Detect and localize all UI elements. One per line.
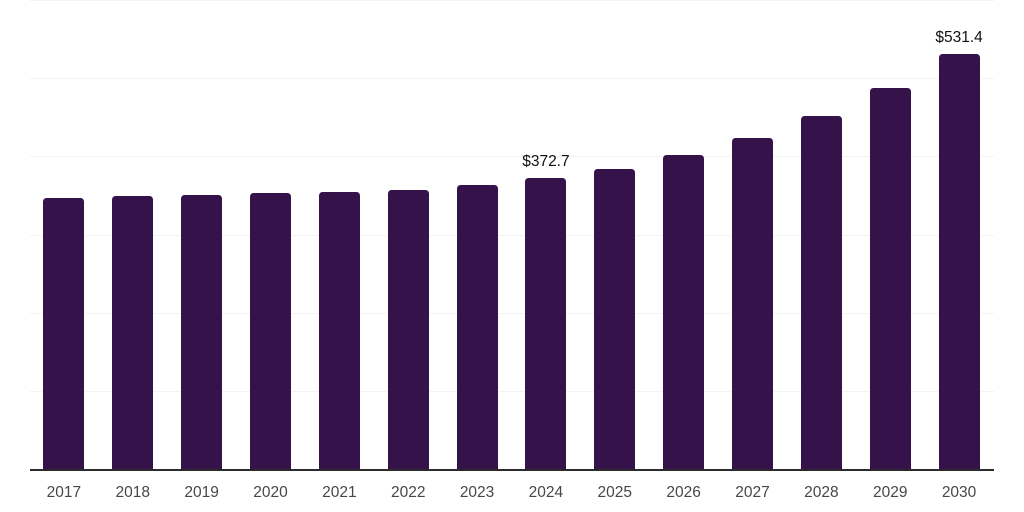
x-axis-label-2024: 2024 xyxy=(528,484,564,501)
gridline-500 xyxy=(29,78,994,80)
value-label-2030: $531.4 xyxy=(935,29,983,47)
x-axis-label-2027: 2027 xyxy=(735,484,770,501)
bar-2030 xyxy=(938,54,980,470)
gridline-100 xyxy=(29,390,994,392)
x-axis-label-2022: 2022 xyxy=(390,484,426,501)
x-axis-label-2029: 2029 xyxy=(872,484,908,501)
bar-2028 xyxy=(800,116,842,470)
bar-2022 xyxy=(387,189,429,470)
bar-2029 xyxy=(869,88,911,470)
x-axis-label-2026: 2026 xyxy=(666,484,701,501)
x-axis-label-2023: 2023 xyxy=(459,484,495,501)
bar-2017 xyxy=(43,197,85,470)
x-axis-label-2025: 2025 xyxy=(597,484,633,501)
bar-2024 xyxy=(525,178,567,470)
bar-2019 xyxy=(181,194,223,470)
bar-2021 xyxy=(318,191,360,470)
x-axis-label-2019: 2019 xyxy=(184,484,219,501)
x-axis-line xyxy=(29,469,994,471)
gridline-200 xyxy=(29,312,994,314)
gridline-400 xyxy=(29,156,994,158)
value-label-2024: $372.7 xyxy=(522,153,570,171)
x-axis-label-2028: 2028 xyxy=(804,484,839,501)
x-axis-label-2021: 2021 xyxy=(322,484,357,501)
bar-2018 xyxy=(112,196,154,470)
bar-2027 xyxy=(732,137,773,470)
bar-2025 xyxy=(594,168,636,470)
bar-2026 xyxy=(663,154,705,470)
bar-2020 xyxy=(250,193,291,470)
x-axis-label-2017: 2017 xyxy=(46,484,82,501)
x-axis-label-2018: 2018 xyxy=(115,484,151,501)
x-axis-label-2020: 2020 xyxy=(253,484,288,501)
gridline-300 xyxy=(29,234,994,236)
x-axis-label-2030: 2030 xyxy=(941,484,977,501)
bar-2023 xyxy=(456,185,498,470)
gridline-600 xyxy=(29,0,994,1)
